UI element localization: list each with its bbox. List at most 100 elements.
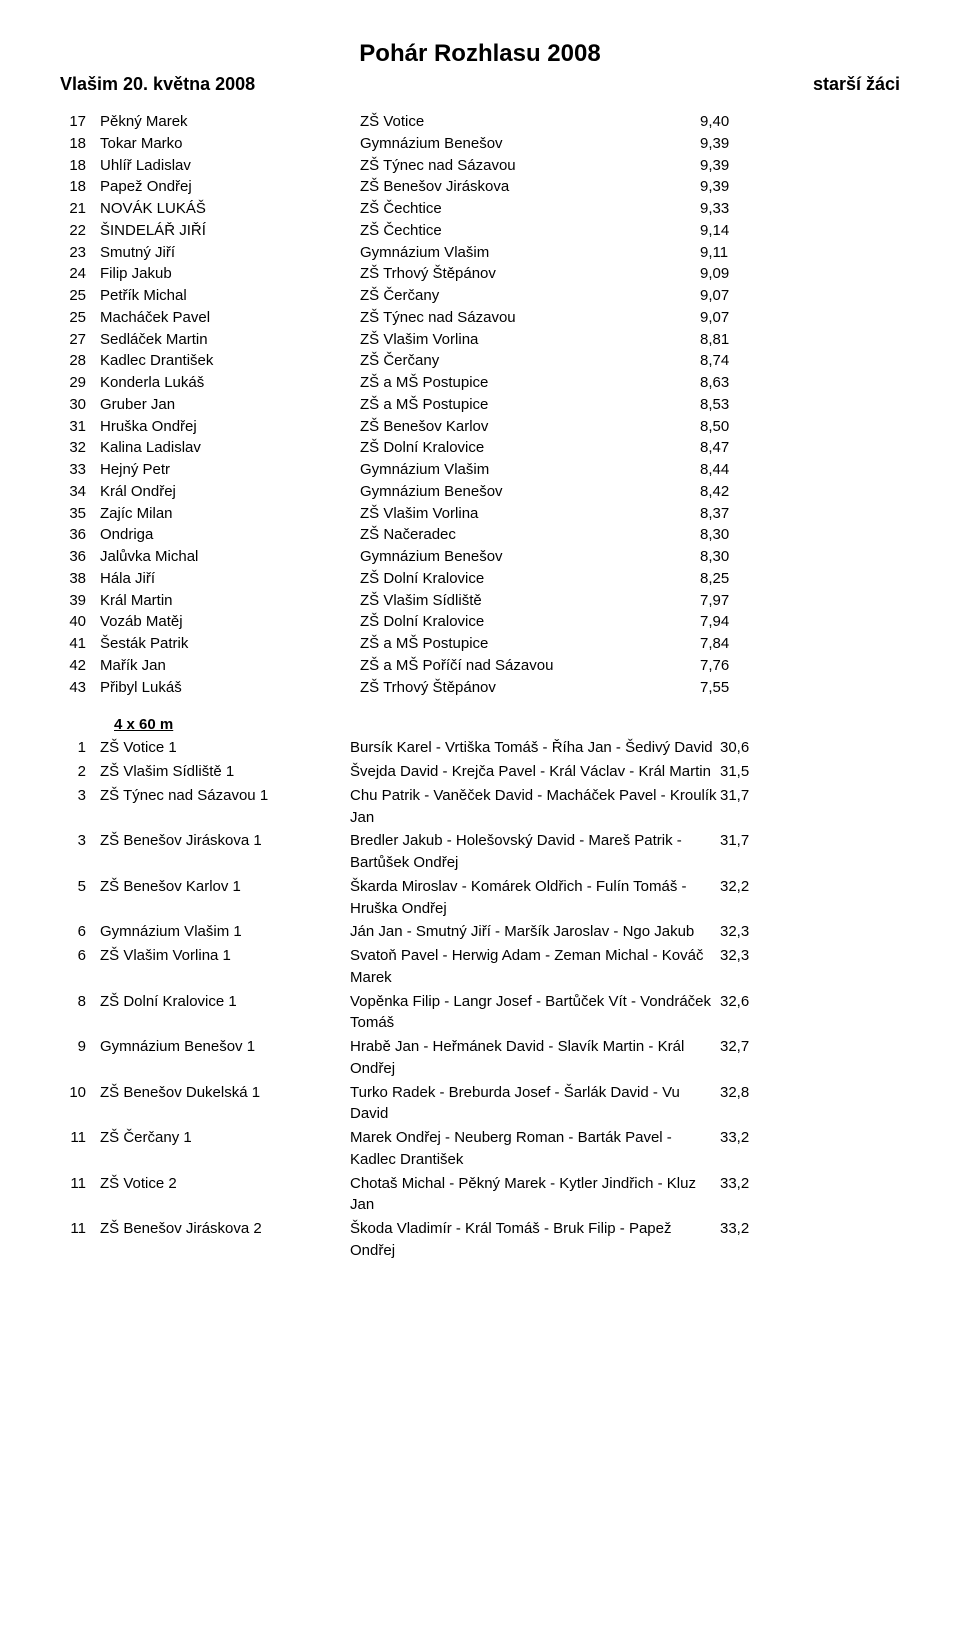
result-name: Zajíc Milan [100,503,360,525]
result-rank: 21 [60,198,100,220]
relay-team: ZŠ Votice 2 [100,1173,350,1195]
relay-members: Ján Jan - Smutný Jiří - Maršík Jaroslav … [350,921,720,943]
result-score: 7,94 [700,611,760,633]
result-rank: 28 [60,350,100,372]
result-score: 9,40 [700,111,760,133]
relay-members: Škarda Miroslav - Komárek Oldřich - Fulí… [350,876,720,920]
result-name: NOVÁK LUKÁŠ [100,198,360,220]
result-score: 8,44 [700,459,760,481]
result-row: 36OndrigaZŠ Načeradec8,30 [60,524,900,546]
result-school: ZŠ Čerčany [360,285,700,307]
relay-team: ZŠ Týnec nad Sázavou 1 [100,785,350,807]
result-score: 8,25 [700,568,760,590]
result-school: ZŠ a MŠ Postupice [360,394,700,416]
result-score: 9,11 [700,242,760,264]
relay-row: 11ZŠ Votice 2Chotaš Michal - Pěkný Marek… [60,1173,900,1217]
relay-row: 6ZŠ Vlašim Vorlina 1Svatoň Pavel - Herwi… [60,945,900,989]
result-score: 9,14 [700,220,760,242]
relay-team: ZŠ Benešov Jiráskova 1 [100,830,350,852]
result-school: Gymnázium Vlašim [360,242,700,264]
relay-rank: 2 [60,761,100,783]
result-rank: 42 [60,655,100,677]
relay-team: ZŠ Vlašim Vorlina 1 [100,945,350,967]
relay-members: Bursík Karel - Vrtiška Tomáš - Říha Jan … [350,737,720,759]
result-name: Přibyl Lukáš [100,677,360,699]
relay-rank: 1 [60,737,100,759]
result-row: 41Šesták PatrikZŠ a MŠ Postupice7,84 [60,633,900,655]
result-row: 22ŠINDELÁŘ JIŘÍZŠ Čechtice9,14 [60,220,900,242]
result-name: Kalina Ladislav [100,437,360,459]
result-row: 39Král MartinZŠ Vlašim Sídliště7,97 [60,590,900,612]
result-school: ZŠ Votice [360,111,700,133]
result-row: 30Gruber JanZŠ a MŠ Postupice8,53 [60,394,900,416]
result-name: Pěkný Marek [100,111,360,133]
result-rank: 40 [60,611,100,633]
relay-team: ZŠ Votice 1 [100,737,350,759]
result-rank: 22 [60,220,100,242]
result-score: 8,81 [700,329,760,351]
result-row: 18Tokar MarkoGymnázium Benešov9,39 [60,133,900,155]
relay-row: 5ZŠ Benešov Karlov 1Škarda Miroslav - Ko… [60,876,900,920]
result-row: 17Pěkný MarekZŠ Votice9,40 [60,111,900,133]
result-row: 25Petřík MichalZŠ Čerčany9,07 [60,285,900,307]
result-row: 18Uhlíř LadislavZŠ Týnec nad Sázavou9,39 [60,155,900,177]
result-rank: 18 [60,176,100,198]
result-row: 43Přibyl LukášZŠ Trhový Štěpánov7,55 [60,677,900,699]
relay-heading: 4 x 60 m [114,716,900,733]
result-row: 28Kadlec DrantišekZŠ Čerčany8,74 [60,350,900,372]
relay-row: 11ZŠ Benešov Jiráskova 2Škoda Vladimír -… [60,1218,900,1262]
result-score: 9,39 [700,155,760,177]
result-score: 7,55 [700,677,760,699]
result-row: 29Konderla LukášZŠ a MŠ Postupice8,63 [60,372,900,394]
result-school: ZŠ Benešov Jiráskova [360,176,700,198]
result-rank: 24 [60,263,100,285]
result-name: Smutný Jiří [100,242,360,264]
result-rank: 41 [60,633,100,655]
relay-team: ZŠ Benešov Dukelská 1 [100,1082,350,1104]
result-score: 9,39 [700,176,760,198]
result-rank: 29 [60,372,100,394]
subtitle-left: Vlašim 20. května 2008 [60,74,255,95]
relay-score: 33,2 [720,1127,770,1149]
relay-members: Chotaš Michal - Pěkný Marek - Kytler Jin… [350,1173,720,1217]
relay-row: 6Gymnázium Vlašim 1Ján Jan - Smutný Jiří… [60,921,900,943]
result-score: 9,33 [700,198,760,220]
result-score: 8,42 [700,481,760,503]
result-school: ZŠ Benešov Karlov [360,416,700,438]
result-row: 35Zajíc MilanZŠ Vlašim Vorlina8,37 [60,503,900,525]
relay-members: Turko Radek - Breburda Josef - Šarlák Da… [350,1082,720,1126]
result-school: ZŠ Vlašim Vorlina [360,503,700,525]
relay-row: 9Gymnázium Benešov 1Hrabě Jan - Heřmánek… [60,1036,900,1080]
relay-score: 31,7 [720,785,770,807]
relay-score: 32,8 [720,1082,770,1104]
result-score: 7,97 [700,590,760,612]
result-school: ZŠ Dolní Kralovice [360,611,700,633]
result-school: ZŠ Týnec nad Sázavou [360,155,700,177]
result-school: Gymnázium Vlašim [360,459,700,481]
relay-team: ZŠ Vlašim Sídliště 1 [100,761,350,783]
relay-score: 31,5 [720,761,770,783]
relay-rank: 6 [60,921,100,943]
result-school: ZŠ Trhový Štěpánov [360,263,700,285]
result-rank: 30 [60,394,100,416]
result-name: Jalůvka Michal [100,546,360,568]
relay-score: 32,3 [720,945,770,967]
relay-team: Gymnázium Vlašim 1 [100,921,350,943]
relay-row: 3ZŠ Týnec nad Sázavou 1Chu Patrik - Vaně… [60,785,900,829]
result-name: Macháček Pavel [100,307,360,329]
page-title: Pohár Rozhlasu 2008 [60,40,900,68]
relay-rank: 5 [60,876,100,898]
result-row: 27Sedláček MartinZŠ Vlašim Vorlina8,81 [60,329,900,351]
relay-rank: 3 [60,785,100,807]
result-school: ZŠ a MŠ Postupice [360,372,700,394]
result-rank: 25 [60,307,100,329]
relay-members: Hrabě Jan - Heřmánek David - Slavík Mart… [350,1036,720,1080]
relay-score: 32,2 [720,876,770,898]
result-score: 8,47 [700,437,760,459]
relay-team: ZŠ Dolní Kralovice 1 [100,991,350,1013]
result-row: 42Mařík JanZŠ a MŠ Poříčí nad Sázavou7,7… [60,655,900,677]
relay-score: 32,6 [720,991,770,1013]
result-score: 8,50 [700,416,760,438]
result-school: ZŠ Čechtice [360,220,700,242]
result-name: Kadlec Drantišek [100,350,360,372]
